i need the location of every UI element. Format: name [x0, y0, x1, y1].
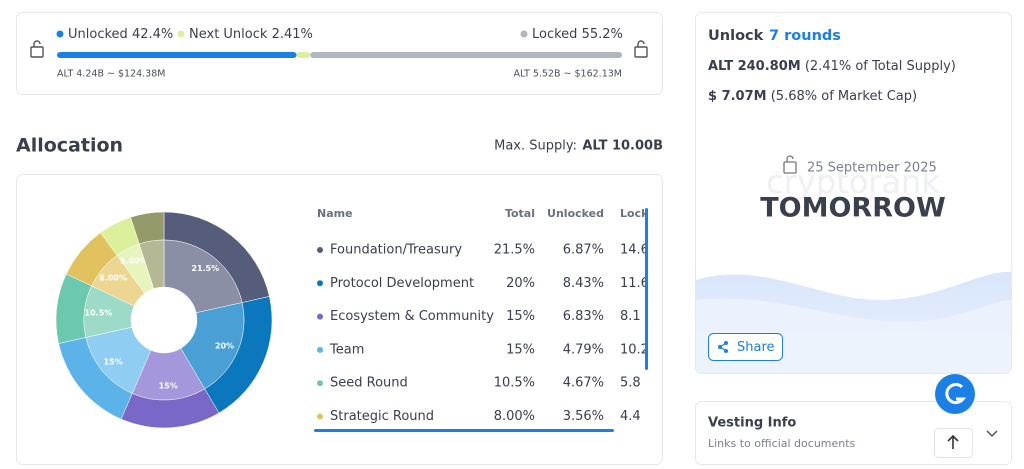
table-cell: 15%	[506, 309, 535, 324]
table-cell: 8.1	[620, 309, 641, 324]
legend-dot	[520, 30, 528, 38]
legend-value: 42.4%	[132, 27, 173, 42]
logo-button[interactable]	[935, 374, 975, 414]
row-dot	[317, 313, 323, 320]
row-name: Protocol Development	[330, 276, 474, 291]
row-name: Ecosystem & Community	[330, 309, 494, 324]
value-note: (5.68% of Market Cap)	[771, 89, 917, 104]
lock-icon	[783, 155, 797, 174]
legend-entry: Next Unlock 2.41%	[189, 27, 313, 42]
legend-name: Next Unlock	[189, 27, 268, 42]
table-cell: 4.67%	[563, 376, 604, 391]
scrollbar[interactable]	[645, 208, 648, 370]
table-cell: 10.2	[620, 342, 649, 357]
watermark: cryptorank	[766, 163, 940, 201]
pie-chart: 21.5% 20% 15% 15% 10.5% 8.00% 5.00%	[55, 211, 273, 429]
row-name: Team	[329, 342, 364, 357]
legend-dot	[177, 30, 185, 38]
legend-value: 2.41%	[272, 27, 313, 42]
table-cell: 6.83%	[563, 309, 604, 324]
row-name: Strategic Round	[330, 409, 434, 424]
vesting-title: Vesting Info	[708, 416, 796, 431]
slice-label: 15%	[159, 381, 178, 390]
slice-label: 5.00%	[120, 257, 148, 266]
max-supply-label: Max. Supply:	[494, 139, 577, 154]
table-cell: 6.87%	[563, 243, 604, 258]
unlock-value: $ 7.07M (5.68% of Market Cap)	[708, 89, 917, 104]
slice-label: 8.00%	[99, 273, 127, 282]
share-button[interactable]: Share	[708, 333, 783, 361]
bar-segment	[57, 52, 297, 58]
caption: ALT 5.52B ~ $162.13M	[514, 69, 622, 80]
value: $ 7.07M	[708, 89, 767, 104]
table-cell: 21.5%	[494, 243, 535, 258]
lock-icon	[30, 40, 648, 58]
table-cell: 15%	[506, 342, 535, 357]
column-header: Total	[505, 207, 535, 220]
row-dot	[317, 280, 323, 287]
slice-label: 21.5%	[191, 264, 219, 273]
slice-label: 15%	[104, 358, 123, 367]
row-dot	[317, 247, 323, 253]
legend-name: Locked	[532, 27, 577, 42]
unlock-bar	[57, 52, 623, 58]
bar-segment	[296, 52, 311, 58]
column-header: Name	[317, 207, 353, 220]
table-cell: 11.6	[620, 276, 649, 291]
pie-slice-inner	[180, 302, 245, 390]
legend-value: 55.2%	[582, 27, 623, 42]
bar-segment	[310, 52, 623, 58]
unlock-amount: ALT 240.80M (2.41% of Total Supply)	[708, 59, 956, 74]
table-cell: 20%	[506, 276, 535, 291]
row-name: Seed Round	[330, 376, 408, 391]
legend-entry: Locked 55.2%	[532, 27, 623, 42]
table-cell: 10.5%	[494, 376, 535, 391]
row-dot	[317, 413, 323, 420]
max-supply: ALT 10.00B	[582, 139, 663, 154]
vesting-card	[695, 401, 1012, 465]
countdown: TOMORROW	[760, 193, 946, 224]
section-title: Allocation	[16, 135, 123, 157]
share-label: Share	[737, 340, 775, 355]
row-dot	[317, 346, 323, 353]
rounds-link[interactable]: 7 rounds	[769, 28, 841, 44]
table-cell: 3.56%	[563, 409, 604, 424]
column-header: Unlocked	[547, 207, 604, 220]
table-cell: 8.00%	[494, 409, 535, 424]
legend-entry: Unlocked 42.4%	[68, 27, 173, 42]
row-name: Foundation/Treasury	[330, 243, 462, 258]
unlock-date: 25 September 2025	[807, 161, 937, 176]
caption: ALT 4.24B ~ $124.38M	[57, 69, 165, 80]
unlock-legend: Unlocked 42.4% Next Unlock 2.41% Locked 55…	[56, 27, 623, 42]
legend-name: Unlocked	[68, 27, 128, 42]
allocation-table: Name Total Unlocked Lock Foundation/Treasury…	[317, 207, 649, 424]
table-cell: 5.8	[620, 376, 641, 391]
slice-label: 20%	[215, 342, 234, 351]
table-cell: 4.79%	[563, 342, 604, 357]
slice-label: 10.5%	[85, 308, 113, 317]
amount: ALT 240.80M	[708, 59, 801, 74]
scrollbar[interactable]	[314, 429, 614, 432]
table-cell: 8.43%	[563, 276, 604, 291]
expand-chevron[interactable]	[986, 430, 998, 438]
table-cell: 14.6	[620, 243, 649, 258]
table-cell: 4.4	[620, 409, 641, 424]
pie-slice-inner	[138, 239, 165, 289]
pie-slice-inner	[163, 239, 243, 314]
panel-title: Unlock	[708, 28, 764, 44]
scroll-top-button[interactable]	[934, 428, 973, 458]
legend-dot	[56, 30, 64, 38]
vesting-subtitle: Links to official documents	[708, 437, 856, 450]
amount-note: (2.41% of Total Supply)	[805, 59, 956, 74]
row-dot	[317, 380, 323, 387]
share-icon	[718, 341, 728, 353]
column-header: Lock	[620, 207, 649, 220]
